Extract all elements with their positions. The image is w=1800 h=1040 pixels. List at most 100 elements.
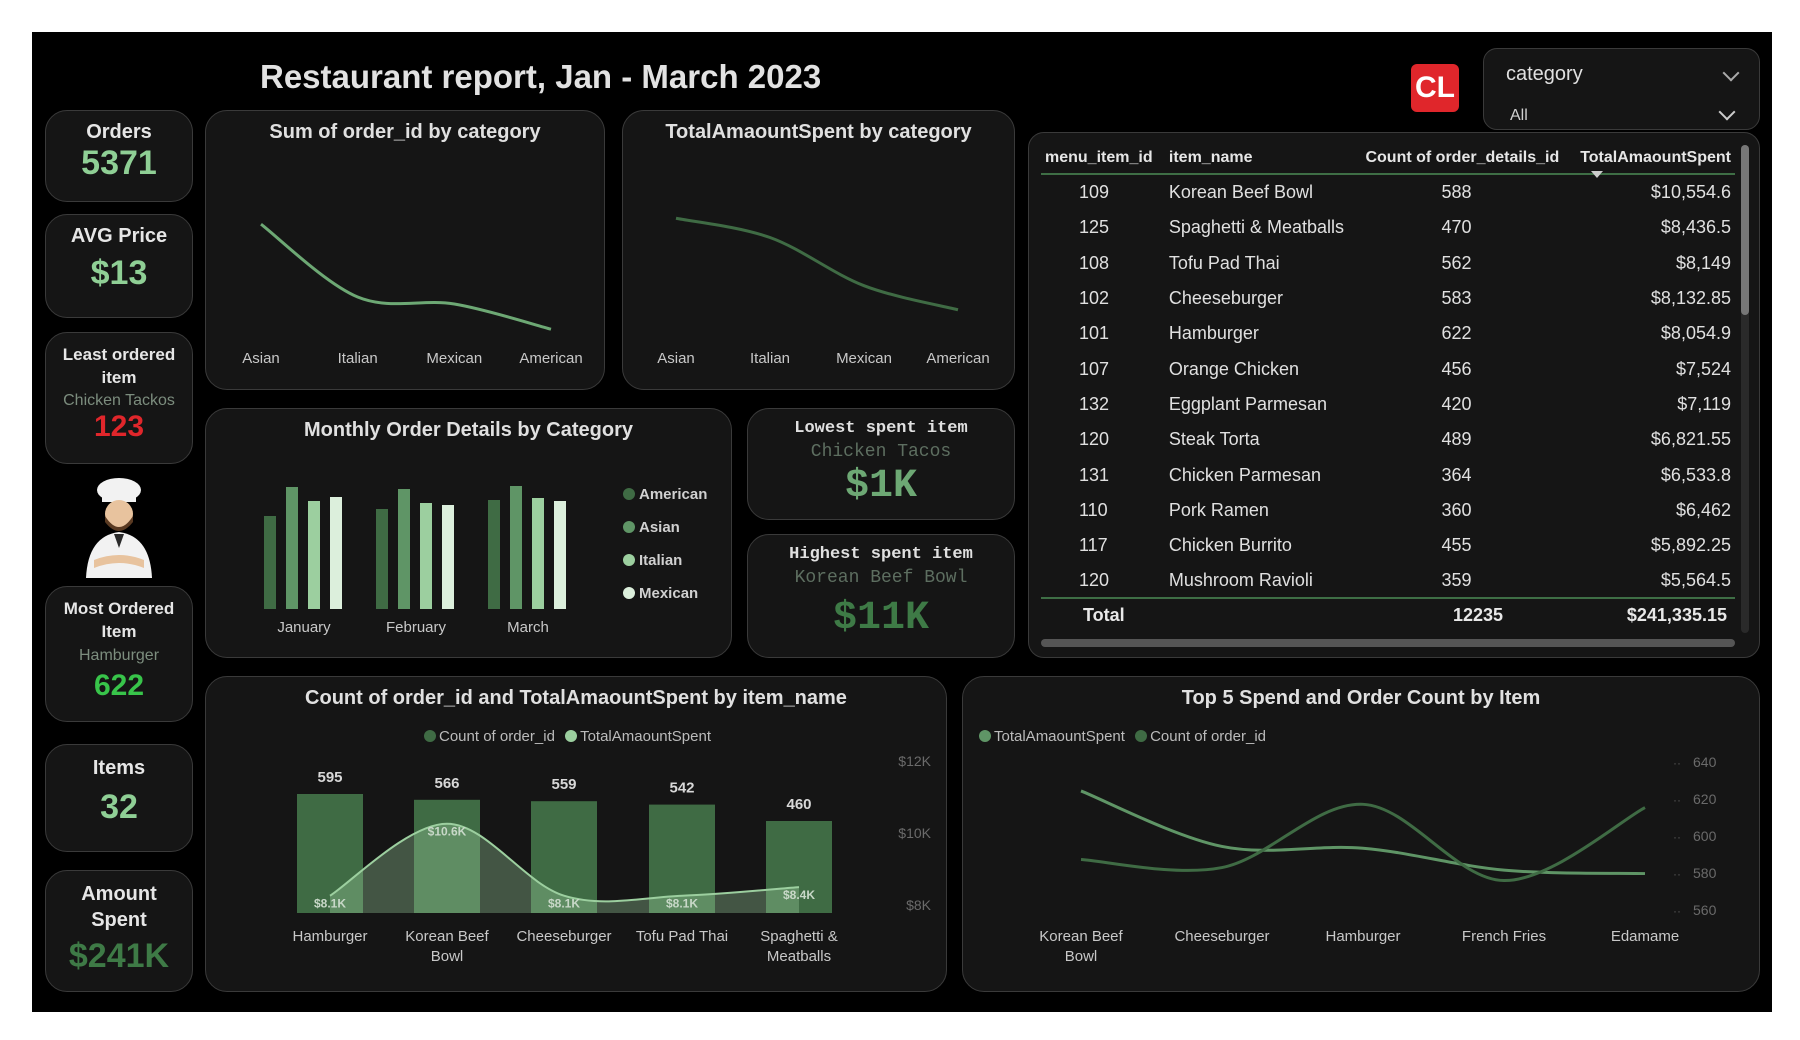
cell-count: 360: [1441, 499, 1472, 520]
cell-menu-item-id: 117: [1079, 535, 1108, 556]
cell-item-name: Eggplant Parmesan: [1168, 393, 1327, 414]
vertical-scrollbar[interactable]: [1741, 145, 1749, 633]
chevron-down-icon[interactable]: [1722, 64, 1740, 82]
cell-total-spent: $8,054.9: [1660, 323, 1731, 344]
bar-italian: [420, 503, 432, 609]
col-total-spent[interactable]: TotalAmaountSpent: [1580, 149, 1731, 166]
table-row[interactable]: 120 Mushroom Ravioli 359 $5,564.5: [1041, 563, 1735, 598]
bar-data-label: 566: [434, 775, 459, 792]
bar-mexican: [442, 505, 454, 609]
card-item: Chicken Tacos: [810, 442, 952, 462]
chart-title: Top 5 Spend and Order Count by Item: [1181, 687, 1541, 709]
legend-dot: [979, 730, 991, 742]
table-scroll[interactable]: menu_item_id item_name Count of order_de…: [1041, 143, 1735, 629]
card-label: Highest spent item: [789, 545, 973, 564]
menu-items-table: menu_item_id item_name Count of order_de…: [1028, 132, 1760, 658]
x-tick-label: American: [519, 350, 582, 367]
bar-asian: [398, 489, 410, 609]
kpi-label: Orders: [86, 121, 152, 143]
x-tick-label: Tofu Pad Thai: [636, 928, 728, 945]
col-menu-item-id[interactable]: menu_item_id: [1045, 149, 1153, 166]
x-tick-label: Mexican: [426, 350, 482, 367]
card-highest-spent: Highest spent item Korean Beef Bowl $11K: [747, 534, 1015, 658]
table-row[interactable]: 108 Tofu Pad Thai 562 $8,149: [1041, 246, 1735, 281]
x-tick-label: Italian: [338, 350, 378, 367]
legend-dot: [623, 554, 635, 566]
x-tick-label: January: [277, 619, 331, 636]
cell-menu-item-id: 102: [1079, 288, 1110, 309]
table-row[interactable]: 101 Hamburger 622 $8,054.9: [1041, 316, 1735, 351]
cell-item-name: Tofu Pad Thai: [1168, 252, 1280, 273]
cell-count: 456: [1441, 358, 1472, 379]
legend-label: Count of order_id: [1150, 728, 1266, 745]
sort-desc-icon[interactable]: [1591, 171, 1603, 178]
legend-label: American: [639, 486, 707, 503]
table-row[interactable]: 117 Chicken Burrito 455 $5,892.25: [1041, 528, 1735, 563]
area-data-label: $8.1K: [666, 897, 698, 911]
bar-italian: [532, 498, 544, 609]
chart-legend: TotalAmaountSpent Count of order_id: [979, 728, 1266, 745]
cell-total-spent: $10,554.6: [1650, 182, 1731, 203]
total-count: 12235: [1453, 605, 1504, 625]
cell-count: 489: [1441, 429, 1472, 450]
area-data-label: $8.4K: [783, 888, 815, 902]
kpi-value: 123: [93, 410, 145, 443]
legend-dot: [424, 730, 436, 742]
category-filter[interactable]: category All: [1483, 48, 1760, 130]
table-row[interactable]: 107 Orange Chicken 456 $7,524: [1041, 351, 1735, 386]
area-line: [329, 822, 800, 903]
table-row[interactable]: 102 Cheeseburger 583 $8,132.85: [1041, 281, 1735, 316]
table-row[interactable]: 131 Chicken Parmesan 364 $6,533.8: [1041, 457, 1735, 492]
bar-count: [414, 799, 480, 913]
kpi-label: AVG Price: [70, 225, 168, 247]
cell-total-spent: $5,892.25: [1650, 535, 1731, 556]
legend-dot: [623, 521, 635, 533]
cell-count: 588: [1441, 182, 1472, 203]
y2-tick-mark: ··: [1673, 793, 1681, 807]
bar-count: [531, 801, 597, 913]
kpi-label: Most Ordered Item: [63, 599, 175, 641]
table-row[interactable]: 132 Eggplant Parmesan 420 $7,119: [1041, 387, 1735, 422]
col-item-name[interactable]: item_name: [1168, 149, 1253, 166]
legend-label: Count of order_id: [439, 728, 555, 745]
horizontal-scrollbar[interactable]: [1041, 639, 1735, 647]
table-row[interactable]: 110 Pork Ramen 360 $6,462: [1041, 493, 1735, 528]
cell-count: 359: [1441, 570, 1472, 591]
cell-item-name: Chicken Parmesan: [1168, 464, 1321, 485]
y2-tick-label: 580: [1693, 865, 1717, 881]
cell-item-name: Chicken Burrito: [1168, 535, 1292, 556]
kpi-orders: Orders 5371: [45, 110, 193, 202]
table-body: 109 Korean Beef Bowl 588 $10,554.6 125 Spaghe…: [1041, 174, 1735, 599]
cell-count: 622: [1441, 323, 1472, 344]
x-tick-label: Cheeseburger: [516, 928, 611, 945]
cell-item-name: Spaghetti & Meatballs: [1168, 217, 1344, 238]
area-data-label: $10.6K: [428, 825, 467, 839]
x-tick-label: Hamburger: [292, 928, 367, 945]
chart-legend: Count of order_id TotalAmaountSpent: [424, 728, 711, 745]
cell-menu-item-id: 131: [1079, 464, 1110, 485]
area-data-label: $8.1K: [314, 897, 346, 911]
chart-count-and-spent-by-item: Count of order_id and TotalAmaountSpent …: [205, 676, 947, 992]
y2-tick-label: 600: [1693, 828, 1717, 844]
chef-icon: [86, 478, 152, 578]
x-tick-label: French Fries: [1462, 928, 1546, 945]
legend-label: TotalAmaountSpent: [580, 728, 711, 745]
cell-count: 583: [1441, 288, 1472, 309]
filter-value[interactable]: All: [1510, 107, 1528, 124]
kpi-item: Chicken Tackos: [63, 392, 175, 409]
table-row[interactable]: 125 Spaghetti & Meatballs 470 $8,436.5: [1041, 210, 1735, 245]
series-line: [675, 216, 959, 312]
table-row[interactable]: 109 Korean Beef Bowl 588 $10,554.6: [1041, 174, 1735, 210]
cell-menu-item-id: 120: [1079, 429, 1110, 450]
cell-menu-item-id: 120: [1079, 570, 1110, 591]
legend-label: TotalAmaountSpent: [994, 728, 1125, 745]
series-line: [260, 223, 552, 331]
cell-menu-item-id: 109: [1079, 182, 1110, 203]
scrollbar-thumb[interactable]: [1741, 145, 1749, 315]
table-header-row: menu_item_id item_name Count of order_de…: [1041, 143, 1735, 174]
cell-menu-item-id: 125: [1079, 217, 1110, 238]
cell-total-spent: $7,524: [1675, 358, 1731, 379]
chevron-down-icon[interactable]: [1718, 103, 1736, 121]
col-count[interactable]: Count of order_details_id: [1365, 149, 1560, 166]
table-row[interactable]: 120 Steak Torta 489 $6,821.55: [1041, 422, 1735, 457]
